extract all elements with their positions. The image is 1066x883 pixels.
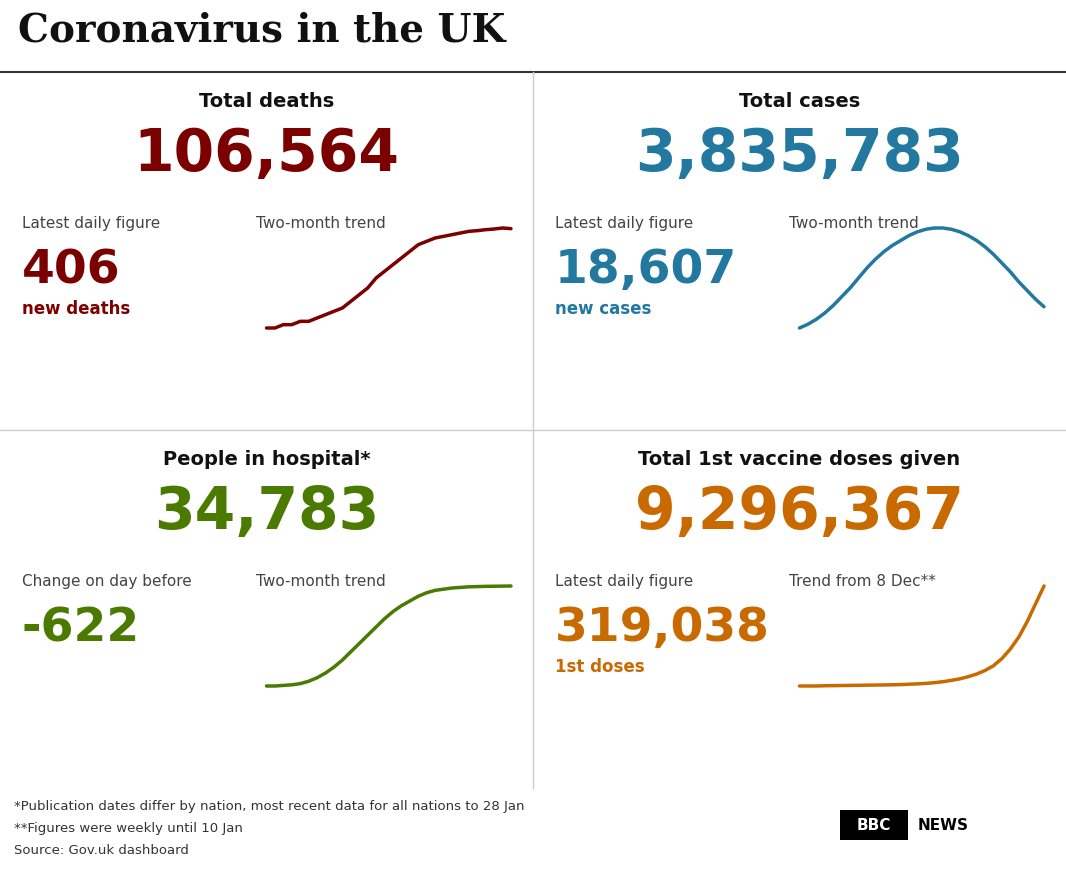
Text: Latest daily figure: Latest daily figure [555,216,693,231]
Text: Total deaths: Total deaths [199,92,334,111]
Text: Coronavirus in the UK: Coronavirus in the UK [18,12,505,50]
Text: new cases: new cases [555,300,651,318]
FancyBboxPatch shape [840,810,908,840]
Text: Two-month trend: Two-month trend [789,216,919,231]
Text: Source: Gov.uk dashboard: Source: Gov.uk dashboard [14,844,189,857]
Text: 3,835,783: 3,835,783 [635,126,964,183]
Text: 18,607: 18,607 [555,248,738,293]
Text: People in hospital*: People in hospital* [163,450,370,469]
Text: NEWS: NEWS [918,818,969,833]
Text: Latest daily figure: Latest daily figure [555,574,693,589]
Text: Change on day before: Change on day before [22,574,192,589]
Text: **Figures were weekly until 10 Jan: **Figures were weekly until 10 Jan [14,822,243,835]
Text: 1st doses: 1st doses [555,658,645,676]
Text: 34,783: 34,783 [154,484,379,541]
Text: Trend from 8 Dec**: Trend from 8 Dec** [789,574,936,589]
Text: Total 1st vaccine doses given: Total 1st vaccine doses given [639,450,960,469]
Text: 9,296,367: 9,296,367 [635,484,964,541]
Text: BBC: BBC [857,818,891,833]
Text: -622: -622 [22,606,141,651]
Text: new deaths: new deaths [22,300,130,318]
Text: Two-month trend: Two-month trend [256,216,386,231]
Text: Two-month trend: Two-month trend [256,574,386,589]
Text: 406: 406 [22,248,120,293]
Text: 106,564: 106,564 [133,126,400,183]
Text: 319,038: 319,038 [555,606,770,651]
Text: Latest daily figure: Latest daily figure [22,216,160,231]
Text: *Publication dates differ by nation, most recent data for all nations to 28 Jan: *Publication dates differ by nation, mos… [14,800,524,813]
Text: Total cases: Total cases [739,92,860,111]
